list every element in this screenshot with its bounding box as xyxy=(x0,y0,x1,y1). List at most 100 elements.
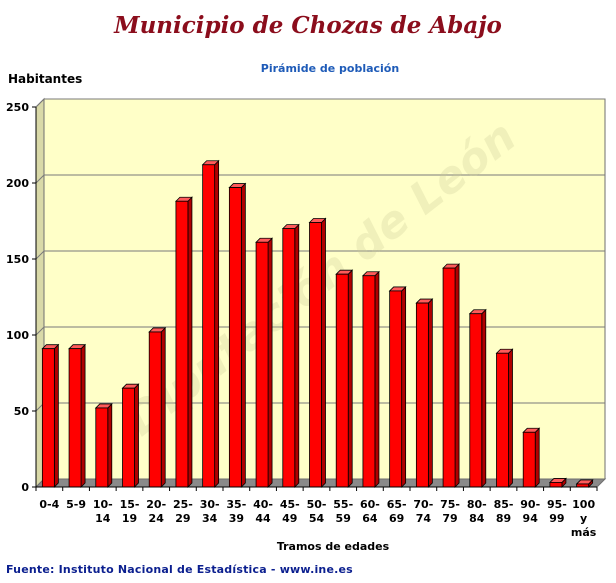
bar-side xyxy=(240,182,246,488)
bar xyxy=(174,196,193,488)
bar-front xyxy=(68,348,82,488)
bar xyxy=(548,477,567,488)
x-tick-label: 69 xyxy=(389,512,404,525)
x-tick-label: 35- xyxy=(226,498,246,511)
bar xyxy=(121,383,140,488)
x-tick-label: 84 xyxy=(469,512,485,525)
axes-group xyxy=(32,106,598,491)
bar-side xyxy=(294,223,300,488)
bar-front xyxy=(549,482,563,488)
bar-front xyxy=(255,241,269,488)
x-tick-label: 5-9 xyxy=(66,498,86,511)
bar xyxy=(522,427,541,488)
x-tick-label: 30- xyxy=(200,498,220,511)
bar-side xyxy=(214,159,220,488)
bar-side xyxy=(321,217,326,488)
x-tick-label: 79 xyxy=(442,512,457,525)
x-tick-label: 34 xyxy=(202,512,218,525)
bar-side xyxy=(134,383,139,488)
bar xyxy=(361,270,380,488)
y-tick-label: 250 xyxy=(6,101,29,114)
x-tick-labels: 0-4 5-9 10-1415-1920-2425-2930-3435-3940-4… xyxy=(39,498,596,539)
grid-line xyxy=(35,250,605,260)
x-tick-label: 45- xyxy=(280,498,300,511)
bar-front xyxy=(41,348,55,488)
x-tick-label: 94 xyxy=(523,512,539,525)
bar-side xyxy=(427,298,433,488)
x-tick-label: 0-4 xyxy=(39,498,59,511)
x-tick-label: 89 xyxy=(496,512,511,525)
bar-front xyxy=(415,302,429,488)
bar-side xyxy=(508,348,513,488)
x-tick-label: 39 xyxy=(229,512,244,525)
x-tick-label: 25- xyxy=(173,498,193,511)
bar-side xyxy=(401,285,407,488)
y-axis-label: Habitantes xyxy=(8,72,83,86)
bar xyxy=(68,343,87,488)
x-tick-label: 24 xyxy=(149,512,165,525)
bar-front xyxy=(282,228,296,488)
bar-side xyxy=(187,196,193,488)
source-footer: Fuente: Instituto Nacional de Estadístic… xyxy=(6,563,353,576)
chart-subtitle: Pirámide de población xyxy=(260,62,400,75)
x-tick-label: 95- xyxy=(547,498,567,511)
bar xyxy=(388,285,407,488)
bar-side xyxy=(267,237,273,488)
bar xyxy=(308,217,327,488)
x-tick-label: 80- xyxy=(467,498,487,511)
bar-front xyxy=(389,290,403,488)
bar-front xyxy=(309,222,322,488)
bar-front xyxy=(362,275,376,488)
y-tick-label: 200 xyxy=(6,177,29,190)
bar-side xyxy=(80,343,86,488)
bar-side xyxy=(374,270,380,488)
x-tick-label: 74 xyxy=(416,512,432,525)
x-tick-label: 59 xyxy=(336,512,351,525)
x-tick-label: 90- xyxy=(520,498,540,511)
bar-front xyxy=(496,352,509,488)
bar-front xyxy=(148,331,162,488)
bar-front xyxy=(175,200,189,488)
x-tick-label: 29 xyxy=(175,512,190,525)
bar xyxy=(281,223,300,488)
grid-line xyxy=(35,98,605,108)
bar-side xyxy=(53,343,59,488)
bar-front xyxy=(122,387,135,488)
x-tick-label: 49 xyxy=(282,512,297,525)
x-tick-label: 85- xyxy=(494,498,514,511)
bar-front xyxy=(335,273,349,488)
bar xyxy=(495,348,514,488)
bar xyxy=(41,343,60,488)
x-tick-label: 75- xyxy=(440,498,460,511)
bar-side xyxy=(534,427,540,488)
x-tick-label: 50- xyxy=(307,498,327,511)
y-tick-label: 0 xyxy=(21,481,29,494)
bar-side xyxy=(107,402,113,488)
bar-front xyxy=(442,267,456,488)
bar-front xyxy=(228,187,242,488)
bar-front xyxy=(522,431,536,488)
bar-side xyxy=(160,326,166,488)
bars-group xyxy=(41,159,594,488)
x-tick-label: 20- xyxy=(146,498,166,511)
y-tick-labels: 0 50 100 150 200 250 xyxy=(6,101,29,494)
bar-side xyxy=(481,308,487,488)
x-tick-label: 55- xyxy=(333,498,353,511)
bar xyxy=(94,402,113,488)
x-tick-label: 40- xyxy=(253,498,273,511)
grid-line xyxy=(35,174,605,184)
x-tick-label: 10- xyxy=(93,498,113,511)
bar-side xyxy=(347,269,353,488)
bar xyxy=(415,298,434,488)
bar xyxy=(255,237,274,488)
x-tick-label: 99 xyxy=(549,512,564,525)
x-tick-label: 44 xyxy=(255,512,271,525)
x-tick-label: 15- xyxy=(120,498,140,511)
x-tick-label: 65- xyxy=(387,498,407,511)
x-tick-label: 54 xyxy=(309,512,325,525)
x-tick-label: 64 xyxy=(362,512,378,525)
bar-side xyxy=(454,263,460,488)
y-tick-label: 50 xyxy=(14,405,30,418)
bar xyxy=(442,263,461,488)
